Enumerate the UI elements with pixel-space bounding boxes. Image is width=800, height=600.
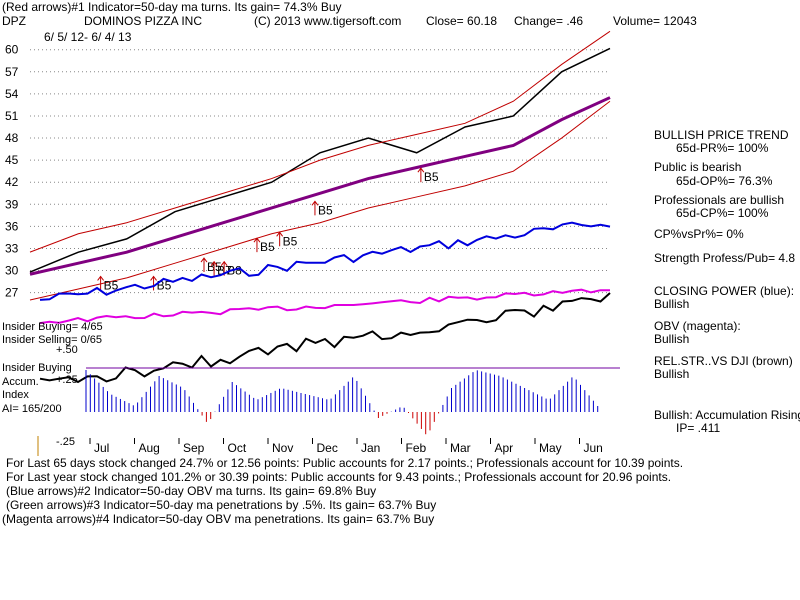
company-name: DOMINOS PIZZA INC: [84, 14, 203, 28]
series-50-day-ma: [29, 96, 611, 276]
y-tick-label: 51: [5, 109, 19, 123]
signal-label: B5: [283, 234, 298, 248]
signal-arrow-head: [276, 231, 284, 237]
y-tick-label: 33: [5, 241, 19, 255]
y-tick-label: 39: [5, 197, 19, 211]
volume-value: Volume= 12043: [613, 14, 697, 28]
close-value: Close= 60.18: [426, 14, 498, 28]
signal-arrow-head: [253, 237, 261, 243]
footer-line-5: (Magenta arrows)#4 Indicator=50-day OBV …: [2, 512, 435, 526]
footer-line-1: For Last 65 days stock changed 24.7% or …: [6, 456, 684, 470]
indicator-lines: [39, 221, 611, 384]
relstr-value: Bullish: [654, 367, 690, 381]
obv-label: OBV (magenta):: [654, 319, 741, 333]
cp-value: 65d-CP%= 100%: [676, 206, 769, 220]
accum-index-label: Accum. Index: [2, 376, 39, 401]
signal-arrow-head: [417, 167, 425, 173]
date-range: 6/ 5/ 12- 6/ 4/ 13: [44, 30, 132, 44]
signal-label: B5: [104, 278, 119, 292]
series-lower-band: [29, 100, 611, 301]
signal-label: B5: [318, 203, 333, 217]
x-tick-label: Jan: [361, 441, 380, 455]
x-tick-label: May: [539, 441, 562, 455]
signal-label: B5: [260, 240, 275, 254]
ai-value: AI= 165/200: [2, 403, 62, 415]
level-plus-25: +.25: [56, 374, 78, 386]
footer-line-3: (Blue arrows)#2 Indicator=50-day OBV ma …: [6, 484, 377, 498]
insider-buying-label: Insider Buying: [2, 362, 72, 374]
signal-arrow-head: [220, 260, 228, 267]
y-tick-labels: 27 30 33 36 39 42 45 48 51 54 57 60: [5, 43, 19, 300]
x-tick-label: Sep: [183, 441, 205, 455]
accum-status: Bullish: Accumulation Rising: [654, 408, 800, 422]
signal-arrow-head: [200, 257, 208, 263]
series-upper-band: [29, 30, 611, 253]
obv-line: [39, 288, 610, 325]
relstr-label: REL.STR..VS DJI (brown): [654, 354, 793, 368]
signal-arrow-head: [210, 260, 218, 267]
x-tick-label: Dec: [317, 441, 338, 455]
prof-label: Professionals are bullish: [654, 193, 785, 207]
strength-value: Strength Profess/Pub= 4.8: [654, 251, 796, 265]
series-price-close-: [29, 47, 611, 273]
x-tick-label: Mar: [450, 441, 471, 455]
price-series: [29, 30, 611, 301]
y-tick-label: 48: [5, 131, 19, 145]
closing-power-value: Bullish: [654, 297, 690, 311]
cpvspr-value: CP%vsPr%= 0%: [654, 227, 744, 241]
y-tick-label: 57: [5, 65, 19, 79]
public-label: Public is bearish: [654, 160, 742, 174]
x-tick-label: Aug: [139, 441, 160, 455]
change-value: Change= .46: [514, 14, 584, 28]
price-grid: [30, 49, 610, 294]
y-tick-label: 42: [5, 175, 19, 189]
y-tick-label: 27: [5, 286, 19, 300]
y-tick-label: 36: [5, 219, 19, 233]
x-tick-label: Nov: [272, 441, 293, 455]
closing-power-label: CLOSING POWER (blue):: [654, 284, 795, 298]
y-tick-label: 30: [5, 264, 19, 278]
op-value: 65d-OP%= 76.3%: [676, 174, 773, 188]
y-tick-label: 45: [5, 153, 19, 167]
accumulation-index: [85, 367, 620, 435]
signal-arrow-head: [311, 200, 319, 206]
symbol: DPZ: [2, 14, 26, 28]
indicator-line: (Red arrows)#1 Indicator=50-day ma turns…: [2, 0, 342, 14]
x-tick-labels: Jul Aug Sep Oct Nov Dec Jan Feb Mar Apr May Jun: [37, 436, 603, 456]
footer-line-2: For Last year stock changed 101.2% or 30…: [6, 470, 672, 484]
signal-label: B5: [424, 170, 439, 184]
source: (C) 2013 www.tigersoft.com: [254, 14, 402, 28]
y-tick-label: 60: [5, 43, 19, 57]
x-tick-label: Oct: [228, 441, 247, 455]
level-plus-50: +.50: [56, 344, 78, 356]
trend-title: BULLISH PRICE TREND: [654, 128, 789, 142]
obv-value: Bullish: [654, 332, 690, 346]
x-tick-label: Jul: [94, 441, 109, 455]
signal-arrow-head: [97, 275, 105, 281]
ip-value: IP= .411: [676, 421, 721, 435]
x-tick-label: Apr: [495, 441, 514, 455]
level-minus-25: -.25: [56, 436, 75, 448]
price-chart: 27 30 33 36 39 42 45 48 51 54 57 60 Jul Aug Sep Oct Nov…: [5, 30, 620, 456]
pr-value: 65d-PR%= 100%: [676, 141, 769, 155]
relative-strength-line: [39, 292, 611, 384]
x-tick-label: Feb: [406, 441, 427, 455]
y-tick-label: 54: [5, 87, 19, 101]
footer-line-4: (Green arrows)#3 Indicator=50-day ma pen…: [6, 498, 437, 512]
closing-power-line: [39, 221, 611, 301]
insider-selling-count: Insider Selling= 0/65: [2, 334, 102, 346]
signal-label: B8: [227, 264, 242, 278]
insider-buying-count: Insider Buying= 4/65: [2, 321, 103, 333]
x-tick-label: Jun: [584, 441, 603, 455]
signal-arrow-head: [150, 275, 157, 281]
